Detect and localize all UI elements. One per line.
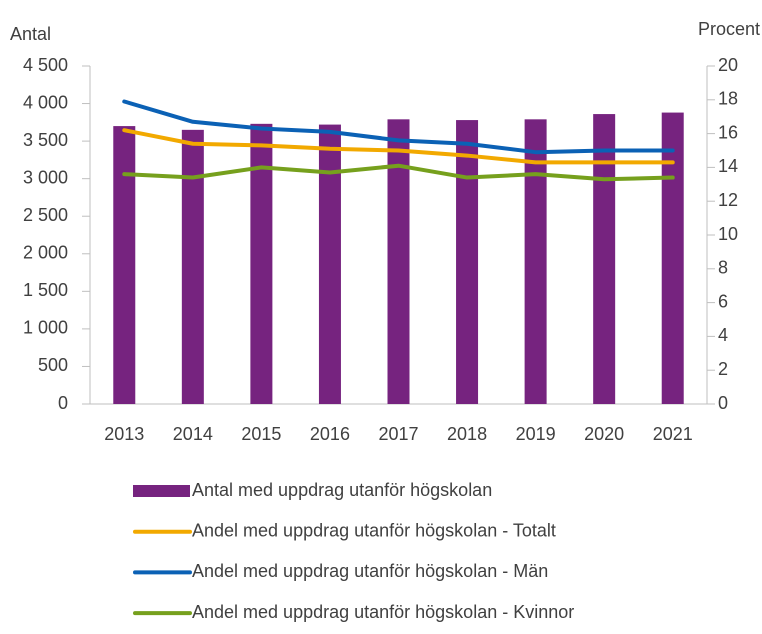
bar (113, 126, 136, 404)
line (122, 128, 675, 165)
legend-label: Andel med uppdrag utanför högskolan - To… (192, 520, 556, 540)
y-tick-label: 1 500 (23, 280, 68, 300)
x-tick-label: 2016 (310, 424, 350, 444)
y-tick-label: 1 000 (23, 318, 68, 338)
bar (524, 119, 547, 404)
y2-tick-label: 2 (718, 359, 728, 379)
y-tick-label: 2 500 (23, 205, 68, 225)
y2-tick-label: 0 (718, 393, 728, 413)
x-tick-label: 2020 (584, 424, 624, 444)
x-tick-label: 2019 (516, 424, 556, 444)
x-tick-label: 2018 (447, 424, 487, 444)
y2-tick-label: 14 (718, 156, 738, 176)
line (122, 163, 675, 182)
x-tick-label: 2015 (241, 424, 281, 444)
y2-tick-label: 12 (718, 190, 738, 210)
y2-tick-label: 18 (718, 89, 738, 109)
line (122, 99, 675, 155)
y2-tick-label: 6 (718, 291, 728, 311)
bar (593, 114, 616, 405)
legend-swatch (133, 485, 190, 497)
x-tick-label: 2013 (104, 424, 144, 444)
bar (250, 123, 273, 404)
x-tick-label: 2021 (653, 424, 693, 444)
y-axis-label: Antal (10, 24, 51, 44)
y2-tick-label: 10 (718, 224, 738, 244)
legend-label: Antal med uppdrag utanför högskolan (192, 480, 492, 500)
y-tick-label: 3 000 (23, 167, 68, 187)
bar (456, 120, 479, 404)
y-tick-label: 2 000 (23, 243, 68, 263)
y-tick-label: 500 (38, 355, 68, 375)
legend-label: Andel med uppdrag utanför högskolan - Mä… (192, 561, 548, 581)
bar (181, 129, 204, 404)
y2-tick-label: 4 (718, 325, 728, 345)
bar (318, 124, 341, 404)
y2-axis-label: Procent (698, 19, 760, 39)
y2-tick-label: 16 (718, 122, 738, 142)
y2-tick-label: 20 (718, 55, 738, 75)
x-tick-label: 2017 (378, 424, 418, 444)
y-tick-label: 4 000 (23, 92, 68, 112)
y2-tick-label: 8 (718, 258, 728, 278)
x-tick-label: 2014 (173, 424, 213, 444)
bar (387, 119, 410, 404)
bar (661, 112, 684, 405)
y-tick-label: 0 (58, 393, 68, 413)
y-tick-label: 3 500 (23, 130, 68, 150)
legend-label: Andel med uppdrag utanför högskolan - Kv… (192, 602, 574, 622)
y-tick-label: 4 500 (23, 55, 68, 75)
